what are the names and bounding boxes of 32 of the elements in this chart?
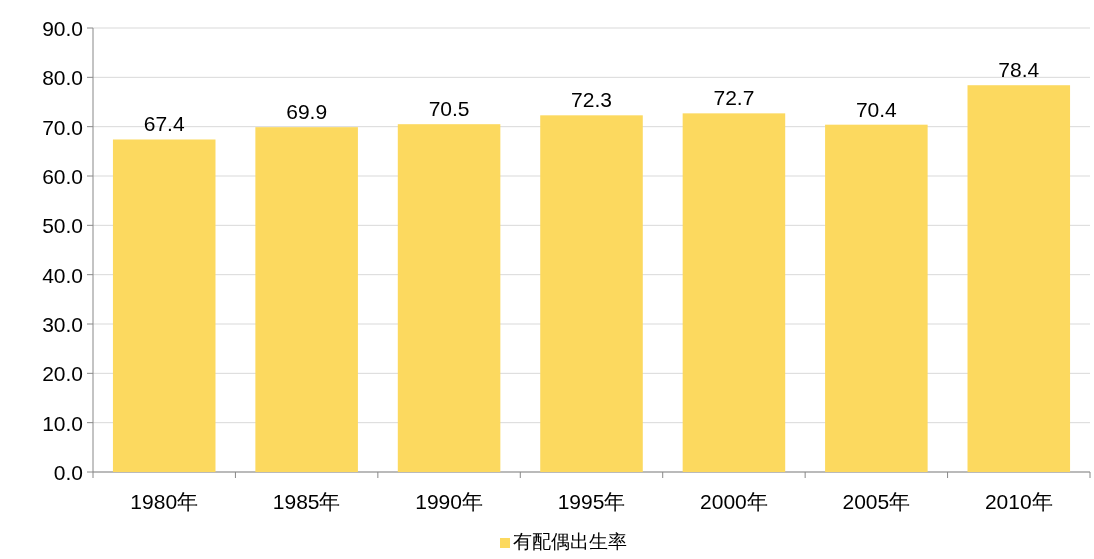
x-tick-label: 2010年 bbox=[984, 490, 1053, 513]
data-label: 78.4 bbox=[998, 58, 1040, 82]
y-tick-label: 70.0 bbox=[42, 115, 83, 139]
bar bbox=[540, 115, 643, 472]
data-label: 70.4 bbox=[855, 97, 898, 121]
y-tick-label: 40.0 bbox=[42, 263, 83, 287]
y-tick-label: 10.0 bbox=[42, 411, 83, 435]
bar bbox=[967, 85, 1071, 472]
data-label: 72.3 bbox=[571, 88, 612, 112]
data-label: 72.7 bbox=[713, 86, 755, 110]
x-tick-label: 1980年 bbox=[130, 490, 199, 513]
bar bbox=[112, 139, 216, 472]
x-tick-label: 1995年 bbox=[557, 490, 626, 513]
bar bbox=[682, 113, 786, 472]
y-tick-label: 60.0 bbox=[42, 165, 83, 188]
y-tick-label: 90.0 bbox=[42, 17, 83, 40]
y-tick-label: 80.0 bbox=[42, 66, 83, 90]
legend: 有配偶出生率 bbox=[500, 531, 627, 552]
x-tick-label: 1990年 bbox=[415, 490, 483, 513]
x-tick-label: 2005年 bbox=[842, 490, 911, 513]
y-tick-label: 50.0 bbox=[42, 214, 83, 238]
data-label: 67.4 bbox=[143, 112, 185, 136]
data-label: 70.5 bbox=[428, 97, 470, 121]
y-tick-label: 30.0 bbox=[42, 313, 83, 336]
bar bbox=[255, 127, 358, 472]
y-tick-label: 0.0 bbox=[53, 461, 83, 484]
x-tick-label: 2000年 bbox=[700, 490, 768, 513]
bar bbox=[397, 124, 501, 472]
y-tick-label: 20.0 bbox=[42, 362, 83, 386]
data-label: 69.9 bbox=[286, 100, 328, 124]
x-tick-label: 1985年 bbox=[272, 490, 341, 513]
bar bbox=[825, 124, 928, 472]
